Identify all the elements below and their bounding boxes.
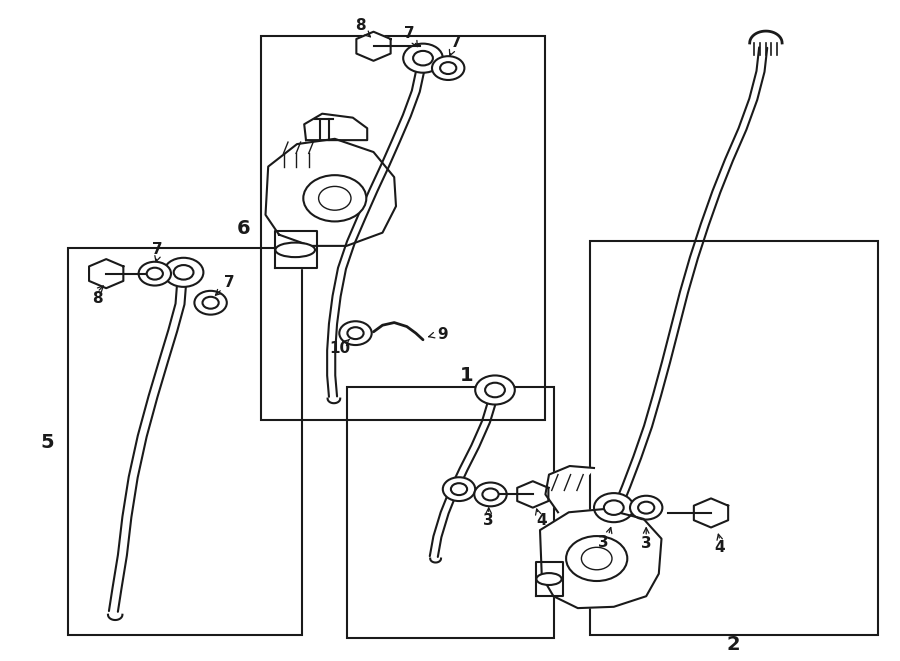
- Circle shape: [413, 51, 433, 65]
- Text: 6: 6: [237, 219, 251, 237]
- Text: 5: 5: [40, 434, 54, 452]
- Polygon shape: [536, 562, 562, 596]
- Text: 4: 4: [536, 514, 547, 528]
- Bar: [261, 36, 544, 420]
- Text: 7: 7: [404, 26, 415, 40]
- Polygon shape: [274, 231, 317, 268]
- Circle shape: [303, 175, 366, 221]
- Circle shape: [566, 536, 627, 581]
- Circle shape: [482, 488, 499, 500]
- Circle shape: [347, 327, 364, 339]
- Circle shape: [451, 483, 467, 495]
- Polygon shape: [356, 32, 391, 61]
- Circle shape: [485, 383, 505, 397]
- Circle shape: [594, 493, 634, 522]
- Circle shape: [139, 262, 171, 286]
- Text: 2: 2: [726, 635, 741, 654]
- Circle shape: [319, 186, 351, 210]
- Text: 9: 9: [437, 327, 448, 342]
- Bar: [590, 241, 878, 635]
- Bar: [346, 387, 554, 638]
- Text: 10: 10: [329, 341, 351, 356]
- Circle shape: [630, 496, 662, 520]
- Text: 4: 4: [715, 540, 725, 555]
- Polygon shape: [304, 114, 367, 140]
- Circle shape: [440, 62, 456, 74]
- Ellipse shape: [275, 243, 315, 257]
- Circle shape: [202, 297, 219, 309]
- Text: 7: 7: [152, 243, 163, 257]
- Text: 8: 8: [355, 18, 365, 32]
- Polygon shape: [89, 259, 123, 288]
- Circle shape: [638, 502, 654, 514]
- Circle shape: [339, 321, 372, 345]
- Circle shape: [164, 258, 203, 287]
- Circle shape: [403, 44, 443, 73]
- Polygon shape: [545, 466, 594, 512]
- Polygon shape: [266, 139, 396, 246]
- Text: 1: 1: [459, 366, 473, 385]
- Circle shape: [604, 500, 624, 515]
- Polygon shape: [694, 498, 728, 527]
- Text: 7: 7: [451, 36, 462, 50]
- Text: 3: 3: [598, 535, 608, 549]
- Circle shape: [443, 477, 475, 501]
- Circle shape: [581, 547, 612, 570]
- Text: 8: 8: [92, 292, 103, 306]
- Text: 3: 3: [641, 536, 652, 551]
- Ellipse shape: [536, 573, 562, 585]
- Text: 3: 3: [483, 513, 494, 527]
- Circle shape: [474, 483, 507, 506]
- Circle shape: [174, 265, 194, 280]
- Text: 7: 7: [224, 276, 235, 290]
- Polygon shape: [750, 31, 782, 43]
- Circle shape: [475, 375, 515, 405]
- Polygon shape: [540, 509, 662, 608]
- Circle shape: [194, 291, 227, 315]
- Circle shape: [432, 56, 464, 80]
- Polygon shape: [518, 481, 548, 508]
- Circle shape: [147, 268, 163, 280]
- Bar: [68, 248, 302, 635]
